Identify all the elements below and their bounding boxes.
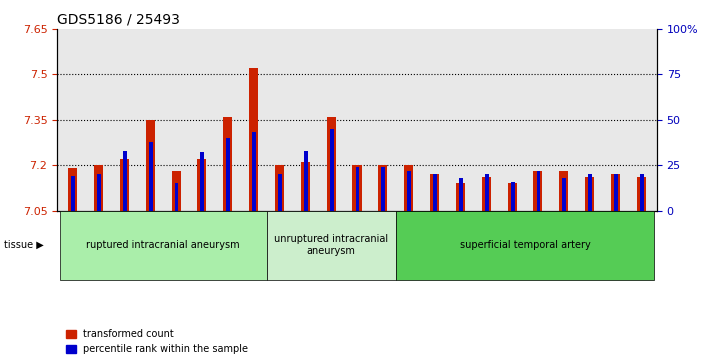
- Bar: [278, 174, 282, 211]
- Bar: [508, 183, 517, 211]
- Bar: [326, 117, 336, 211]
- Bar: [563, 178, 566, 211]
- Bar: [94, 165, 103, 211]
- Bar: [511, 182, 515, 211]
- Bar: [433, 174, 437, 211]
- Text: ruptured intracranial aneurysm: ruptured intracranial aneurysm: [86, 240, 240, 250]
- Legend: transformed count, percentile rank within the sample: transformed count, percentile rank withi…: [62, 326, 252, 358]
- Bar: [171, 171, 181, 211]
- Bar: [378, 165, 388, 211]
- Bar: [223, 117, 232, 211]
- Text: unruptured intracranial
aneurysm: unruptured intracranial aneurysm: [274, 234, 388, 256]
- Bar: [404, 165, 413, 211]
- Bar: [611, 174, 620, 211]
- Bar: [356, 167, 359, 211]
- Bar: [637, 177, 646, 211]
- Bar: [226, 138, 230, 211]
- Text: superficial temporal artery: superficial temporal artery: [460, 240, 590, 250]
- Bar: [614, 174, 618, 211]
- Bar: [197, 159, 206, 211]
- Bar: [330, 129, 333, 211]
- Bar: [301, 162, 310, 211]
- Bar: [588, 174, 592, 211]
- Bar: [71, 176, 75, 211]
- Text: tissue ▶: tissue ▶: [4, 240, 44, 250]
- Bar: [275, 165, 284, 211]
- Bar: [201, 152, 204, 211]
- Bar: [533, 171, 543, 211]
- Bar: [149, 142, 153, 211]
- Bar: [175, 183, 178, 211]
- Bar: [640, 174, 644, 211]
- Bar: [146, 120, 155, 211]
- Bar: [559, 171, 568, 211]
- Bar: [304, 151, 308, 211]
- Text: GDS5186 / 25493: GDS5186 / 25493: [57, 12, 180, 26]
- Bar: [249, 68, 258, 211]
- Bar: [485, 174, 488, 211]
- Bar: [430, 174, 439, 211]
- Bar: [381, 167, 386, 211]
- Bar: [252, 132, 256, 211]
- Bar: [120, 159, 129, 211]
- Bar: [97, 174, 101, 211]
- Bar: [585, 177, 594, 211]
- Bar: [482, 177, 491, 211]
- Bar: [459, 178, 463, 211]
- Bar: [353, 165, 361, 211]
- Bar: [456, 183, 465, 211]
- Bar: [407, 171, 411, 211]
- Bar: [123, 151, 127, 211]
- Bar: [536, 171, 540, 211]
- Bar: [68, 168, 77, 211]
